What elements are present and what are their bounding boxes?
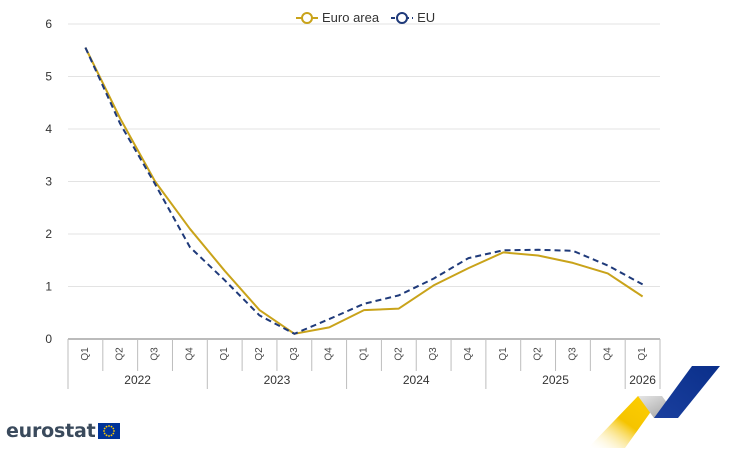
y-tick-label: 4: [45, 122, 52, 136]
legend-item-eu[interactable]: EU: [391, 10, 435, 25]
quarter-label: Q1: [637, 347, 648, 361]
quarter-label: Q4: [324, 347, 335, 361]
logo-text: eurostat: [6, 420, 96, 442]
legend-item-euro-area[interactable]: Euro area: [296, 10, 379, 25]
legend-label-euro-area: Euro area: [322, 10, 380, 25]
quarter-label: Q2: [254, 347, 265, 361]
legend-label-eu: EU: [417, 10, 436, 25]
quarter-label: Q1: [80, 347, 91, 361]
quarter-label: Q3: [567, 347, 578, 361]
flag-star: [111, 427, 114, 430]
quarter-label: Q3: [289, 347, 300, 361]
ribbon-graphic: [588, 366, 720, 448]
quarter-label: Q1: [219, 347, 230, 361]
y-tick-label: 6: [45, 17, 52, 31]
quarter-label: Q2: [533, 347, 544, 361]
flag-star: [103, 432, 106, 435]
year-label: 2025: [542, 373, 569, 387]
y-tick-label: 0: [45, 332, 52, 346]
year-label: 2026: [629, 373, 656, 387]
flag-star: [110, 434, 112, 437]
y-tick-label: 2: [45, 227, 52, 241]
series-line-euro-area: [84, 47, 644, 335]
legend: Euro area EU: [296, 10, 447, 25]
ribbon-yellow: [588, 396, 662, 448]
series-lines: [84, 47, 644, 335]
quarter-label: Q3: [150, 347, 161, 361]
x-axis: Q1 Q2 Q3 Q4 Q1 Q2 Q3 Q4 Q1 Q2 Q3 Q4 Q1 Q2 Q3 Q4 Q1 2022 20…: [67, 338, 661, 389]
flag-star: [111, 432, 114, 435]
year-label: 2024: [403, 373, 430, 387]
flag-star: [107, 425, 110, 427]
flag-star: [102, 430, 105, 432]
flag-star: [103, 427, 106, 430]
quarter-label: Q2: [393, 347, 404, 361]
quarter-label: Q4: [463, 347, 474, 361]
flag-star: [110, 425, 112, 428]
quarter-label: Q1: [498, 347, 509, 361]
quarter-label: Q3: [428, 347, 439, 361]
flag-star: [107, 435, 110, 437]
year-label: 2023: [264, 373, 291, 387]
quarter-label: Q4: [184, 347, 195, 361]
quarter-label: Q4: [602, 347, 613, 361]
y-axis-tick-labels: 0 1 2 3 4 5 6: [45, 17, 52, 346]
flag-star: [105, 434, 107, 437]
series-line-eu: [84, 47, 644, 335]
legend-marker-eu: [391, 11, 414, 24]
flag-star: [112, 430, 115, 432]
ribbon-blue: [654, 366, 720, 418]
eurostat-logo: eurostat: [6, 420, 120, 442]
quarter-label: Q2: [115, 347, 126, 361]
flag-star: [105, 425, 107, 428]
y-tick-label: 1: [45, 280, 52, 294]
quarter-label: Q1: [359, 347, 370, 361]
legend-marker-euro-area: [296, 11, 318, 24]
year-label: 2022: [124, 373, 151, 387]
y-tick-label: 3: [45, 175, 52, 189]
y-tick-label: 5: [45, 70, 52, 84]
eu-flag-icon: [97, 423, 120, 439]
grid-lines: [68, 23, 660, 287]
